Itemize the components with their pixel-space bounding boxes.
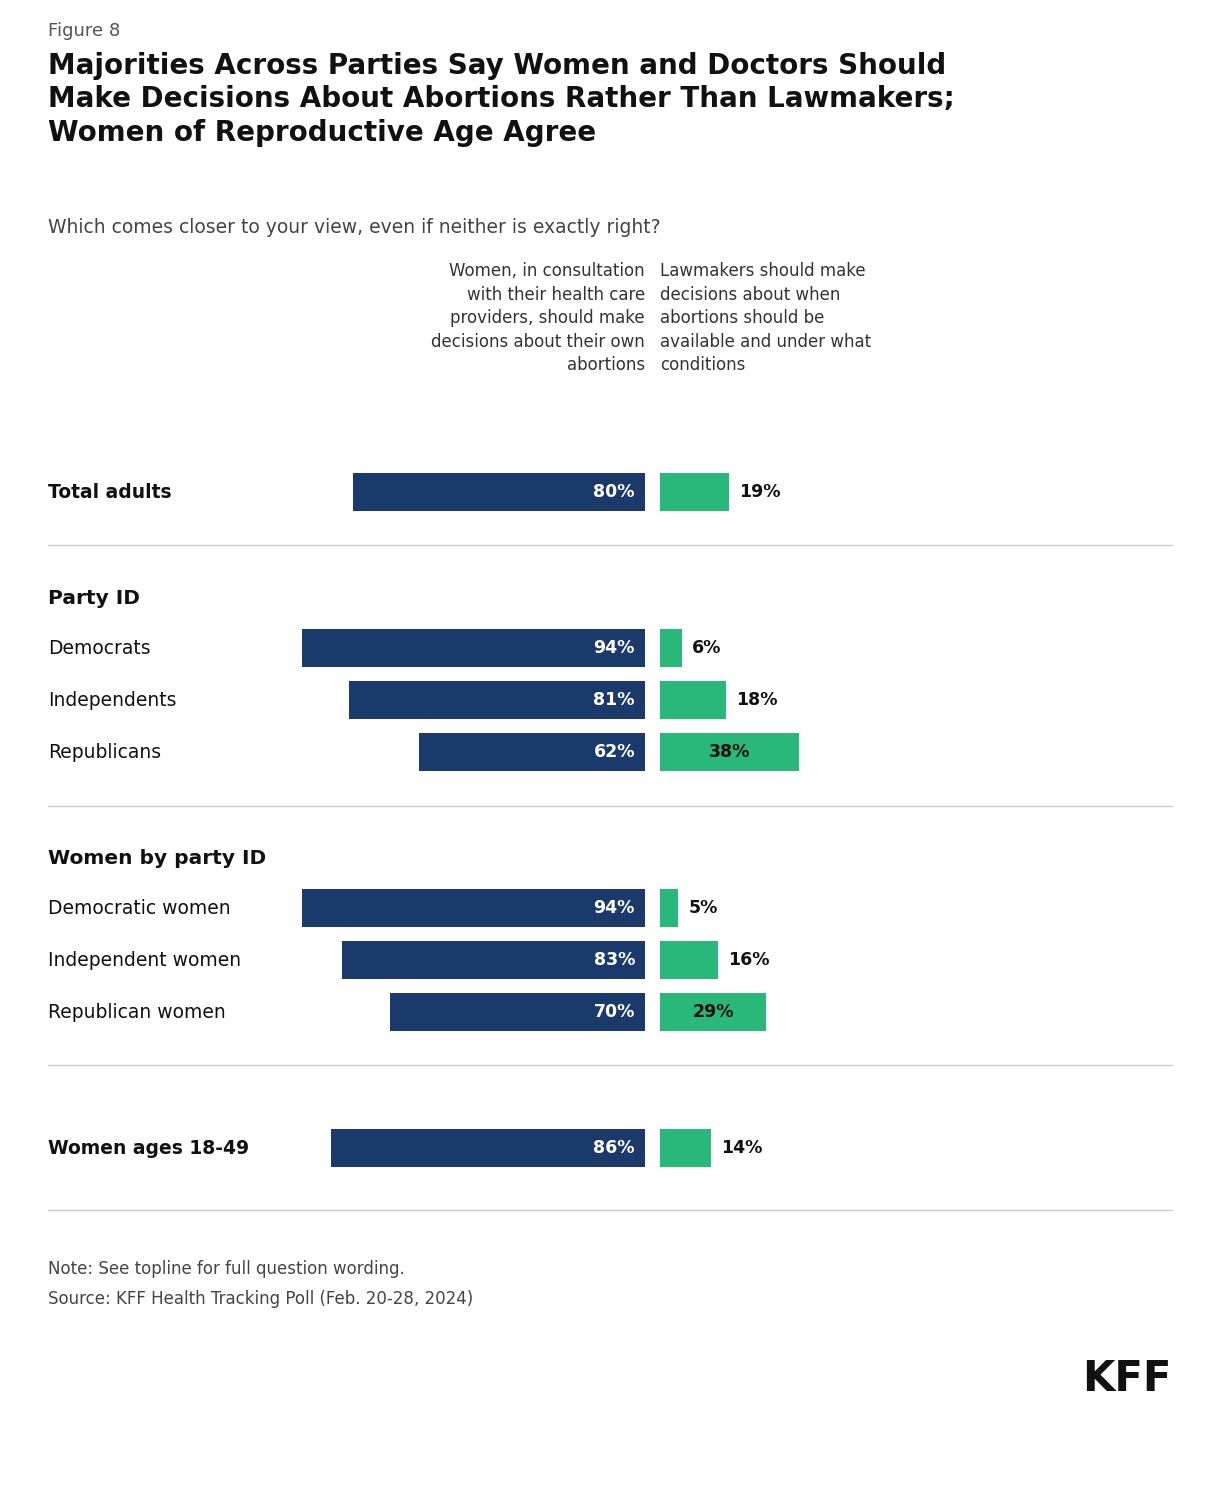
Text: Democratic women: Democratic women (48, 898, 231, 918)
Text: Republican women: Republican women (48, 1003, 226, 1022)
Text: Independents: Independents (48, 690, 177, 709)
Text: Women by party ID: Women by party ID (48, 848, 266, 867)
Text: 86%: 86% (593, 1138, 634, 1158)
Text: 16%: 16% (728, 951, 770, 968)
Text: 81%: 81% (593, 691, 634, 709)
Text: 94%: 94% (594, 898, 634, 916)
Bar (660, 472, 730, 511)
Bar (660, 890, 678, 927)
Text: Majorities Across Parties Say Women and Doctors Should
Make Decisions About Abor: Majorities Across Parties Say Women and … (48, 52, 955, 148)
Text: KFF: KFF (1082, 1357, 1172, 1401)
Bar (331, 1129, 645, 1167)
Text: Figure 8: Figure 8 (48, 22, 121, 40)
Bar (353, 472, 645, 511)
Text: Lawmakers should make
decisions about when
abortions should be
available and und: Lawmakers should make decisions about wh… (660, 262, 871, 374)
Text: 6%: 6% (692, 639, 721, 657)
Text: 14%: 14% (721, 1138, 762, 1158)
Text: 18%: 18% (736, 691, 777, 709)
Text: Party ID: Party ID (48, 589, 140, 608)
Text: 29%: 29% (692, 1003, 733, 1021)
Text: 94%: 94% (594, 639, 634, 657)
Bar (660, 733, 799, 770)
Text: Total adults: Total adults (48, 483, 172, 502)
Bar (349, 681, 645, 720)
Text: 62%: 62% (593, 744, 634, 761)
Text: Women, in consultation
with their health care
providers, should make
decisions a: Women, in consultation with their health… (431, 262, 645, 374)
Text: 19%: 19% (739, 483, 781, 501)
Text: 5%: 5% (688, 898, 717, 916)
Bar (418, 733, 645, 770)
Text: 38%: 38% (709, 744, 750, 761)
Bar (660, 681, 726, 720)
Bar (660, 992, 766, 1031)
Text: 70%: 70% (594, 1003, 634, 1021)
Text: 83%: 83% (594, 951, 634, 968)
Bar (389, 992, 645, 1031)
Text: Which comes closer to your view, even if neither is exactly right?: Which comes closer to your view, even if… (48, 218, 660, 237)
Text: Note: See topline for full question wording.: Note: See topline for full question word… (48, 1261, 405, 1278)
Bar (342, 942, 645, 979)
Text: 80%: 80% (593, 483, 634, 501)
Text: Republicans: Republicans (48, 742, 161, 761)
Text: Independent women: Independent women (48, 951, 242, 970)
Bar (660, 1129, 711, 1167)
Text: Democrats: Democrats (48, 639, 150, 657)
Bar (660, 629, 682, 668)
Text: Source: KFF Health Tracking Poll (Feb. 20-28, 2024): Source: KFF Health Tracking Poll (Feb. 2… (48, 1290, 473, 1308)
Bar (301, 629, 645, 668)
Bar (301, 890, 645, 927)
Text: Women ages 18-49: Women ages 18-49 (48, 1138, 249, 1158)
Bar (660, 942, 719, 979)
